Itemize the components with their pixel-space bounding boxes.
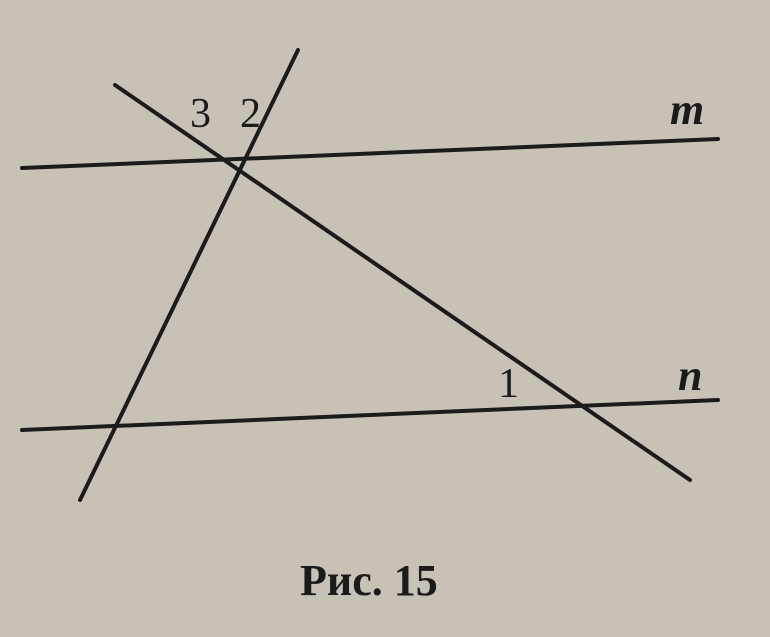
line-m-segment [22, 139, 718, 168]
figure-caption: Рис. 15 [300, 555, 438, 606]
angle-1-label: 1 [498, 360, 519, 408]
lines-layer [0, 0, 770, 637]
angle-2-label: 2 [240, 90, 261, 138]
angle-3-label: 3 [190, 90, 211, 138]
transversal-left [80, 50, 298, 500]
geometry-figure: 3 2 1 m n Рис. 15 [0, 0, 770, 637]
line-n-label: n [678, 350, 702, 401]
line-m-label: m [670, 84, 704, 135]
